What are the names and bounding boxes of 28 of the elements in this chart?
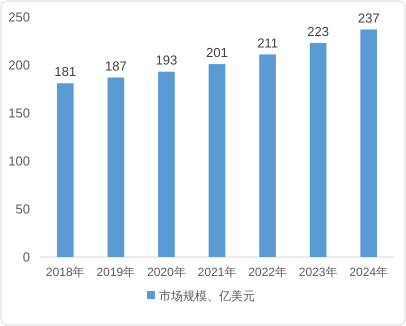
y-tick-label: 50 [16,202,30,216]
legend-label: 市场规模、亿美元 [159,289,255,303]
data-label: 223 [307,24,329,39]
y-tick-label: 200 [8,58,30,72]
y-tick-label: 100 [8,154,30,168]
bar [56,83,74,257]
x-tick-label: 2022年 [248,265,287,279]
data-label: 201 [206,45,228,60]
x-tick-label: 2018年 [46,265,85,279]
data-label: 193 [156,52,178,68]
y-tick-label: 150 [8,106,30,120]
x-tick-label: 2023年 [298,265,338,279]
bar [108,77,124,257]
y-tick-label: 250 [8,10,30,24]
data-label: 181 [54,64,76,80]
bar [259,54,276,257]
bar [310,42,326,257]
bar [158,72,175,257]
x-tick-label: 2019年 [96,265,136,279]
data-label: 187 [105,58,127,74]
x-tick-label: 2021年 [198,265,236,279]
bar [360,29,378,257]
x-tick-label: 2020年 [147,265,186,279]
data-label: 211 [257,35,278,50]
bar [208,64,226,257]
data-label: 237 [358,10,380,26]
y-tick-label: 0 [22,250,30,264]
x-tick-label: 2024年 [349,265,388,279]
